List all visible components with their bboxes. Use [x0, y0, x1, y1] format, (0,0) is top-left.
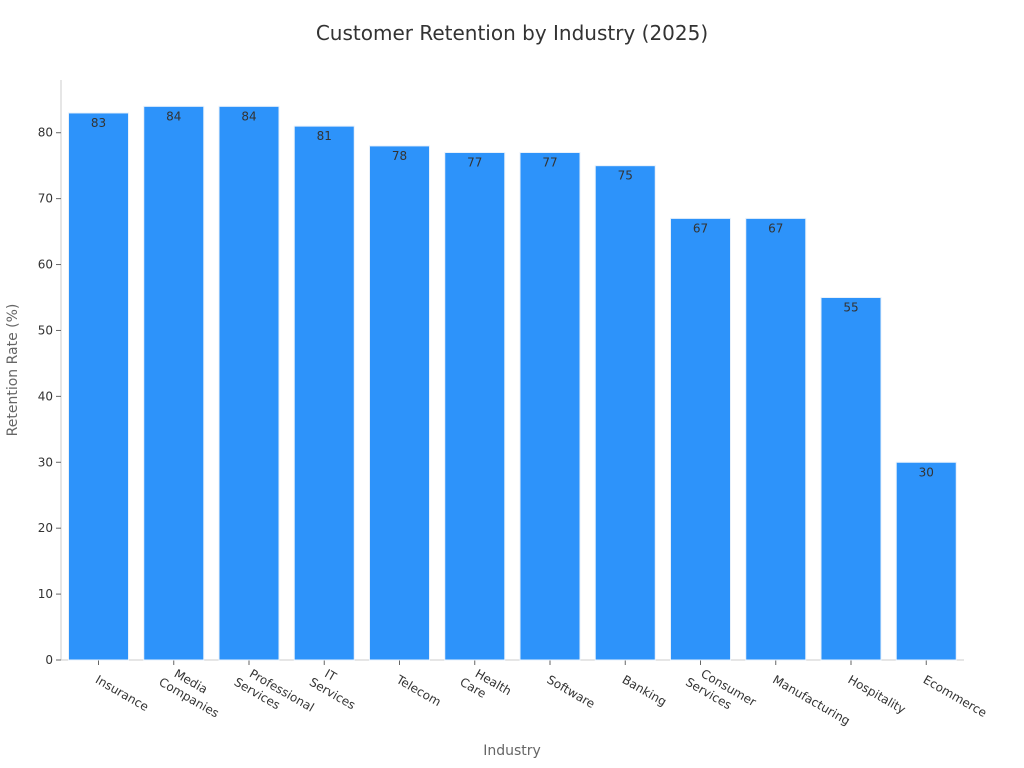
- y-tick-label: 0: [45, 653, 53, 667]
- x-tick-label: Banking: [620, 672, 669, 708]
- y-tick-label: 30: [38, 455, 53, 469]
- y-tick-label: 80: [38, 126, 53, 140]
- y-tick-label: 20: [38, 521, 53, 535]
- bar: [143, 105, 205, 661]
- y-tick-label: 40: [38, 389, 53, 403]
- y-tick-label: 70: [38, 192, 53, 206]
- x-tick-label: ITServices: [307, 662, 365, 712]
- bar-value-label: 67: [768, 221, 783, 235]
- bar-value-label: 77: [467, 156, 482, 170]
- chart-title: Customer Retention by Industry (2025): [316, 21, 708, 45]
- bar: [820, 297, 882, 661]
- x-tick-label: Hospitality: [846, 672, 909, 716]
- bar: [594, 165, 656, 661]
- bar: [895, 461, 957, 661]
- y-axis-label: Retention Rate (%): [5, 304, 21, 437]
- bar: [519, 152, 581, 661]
- bar-value-label: 81: [317, 129, 332, 143]
- x-tick-label: Ecommerce: [921, 672, 989, 720]
- x-tick-label: Manufacturing: [770, 672, 852, 728]
- bar-value-label: 55: [843, 301, 858, 315]
- x-tick-label: HealthCare: [457, 662, 513, 711]
- x-tick-label: Insurance: [93, 672, 151, 714]
- bar-value-label: 78: [392, 149, 407, 163]
- x-axis: Insurance MediaCompanies ProfessionalServi…: [61, 659, 989, 728]
- bars-group: 83 84 84 81 78 77 77 75 67 67 55 30: [68, 105, 957, 661]
- bar-value-label: 83: [91, 116, 106, 130]
- bar: [293, 125, 355, 661]
- bar-value-label: 67: [693, 221, 708, 235]
- bar-value-label: 75: [618, 169, 633, 183]
- x-axis-label: Industry: [483, 743, 541, 759]
- x-tick-label: ProfessionalServices: [232, 662, 317, 728]
- y-tick-label: 10: [38, 587, 53, 601]
- bar: [369, 145, 430, 661]
- bar-value-label: 77: [542, 156, 557, 170]
- bar-value-label: 84: [166, 109, 181, 123]
- bar: [670, 217, 731, 661]
- bar: [444, 152, 506, 661]
- bar-value-label: 30: [919, 465, 934, 479]
- y-tick-label: 50: [38, 323, 53, 337]
- bar: [745, 217, 807, 661]
- x-tick-label: MediaCompanies: [156, 662, 228, 721]
- bar: [218, 105, 280, 661]
- bar: [68, 112, 129, 661]
- bar-value-label: 84: [241, 109, 256, 123]
- x-tick-label: Software: [545, 672, 598, 711]
- x-tick-label: ConsumerServices: [683, 662, 758, 722]
- y-tick-label: 60: [38, 258, 53, 272]
- x-tick-label: Telecom: [393, 672, 443, 709]
- y-axis: 0 10 20 30 40 50 60 70 80: [38, 80, 62, 667]
